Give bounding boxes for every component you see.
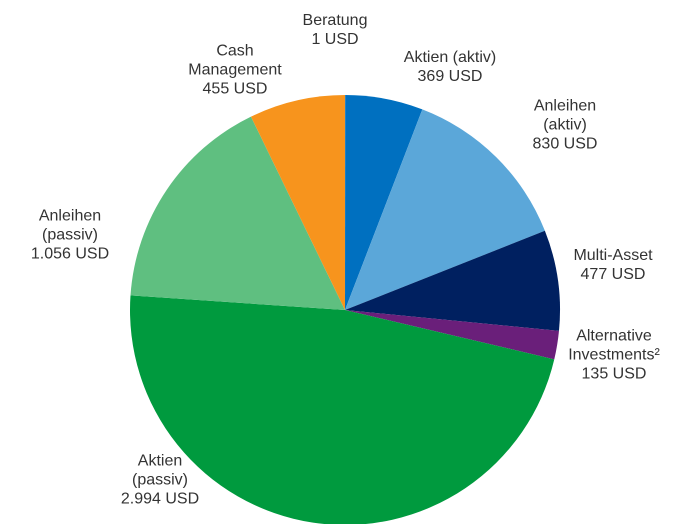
pie-slice [345,310,559,360]
pie-slice [250,95,345,310]
value-label: 830 USD [532,135,598,153]
slice-label: Anleihen (aktiv) 830 USD [520,97,610,154]
value-label: 455 USD [202,80,268,98]
value-label: 1 USD [311,31,359,48]
pie-slice [130,295,555,524]
category-label: Cash Management [188,42,282,79]
category-label: Multi-Asset [573,247,653,264]
category-label: Aktien (aktiv) [403,49,497,66]
slice-label: Beratung 1 USD [290,11,380,49]
slice-label: Multi-Asset 477 USD [553,246,673,284]
slice-label: Aktien (passiv) 2.994 USD [120,452,200,509]
pie-slice [345,95,423,310]
category-label: Anleihen (aktiv) [533,97,597,134]
pie-slice [345,230,560,331]
category-label: Anleihen (passiv) [38,207,102,244]
slice-label: Alternative Investments² 135 USD [559,327,669,384]
category-label: Beratung [302,12,368,29]
value-label: 477 USD [580,266,646,283]
pie-slice [130,116,345,311]
slice-label: Cash Management 455 USD [180,42,290,99]
value-label: 2.994 USD [120,490,200,508]
value-label: 1.056 USD [30,245,110,263]
slice-label: Aktien (aktiv) 369 USD [380,48,520,86]
pie-slice [345,109,545,310]
category-label: Aktien (passiv) [131,452,188,489]
value-label: 135 USD [581,365,647,383]
value-label: 369 USD [417,68,483,85]
category-label: Alternative Investments² [568,327,660,364]
slice-label: Anleihen (passiv) 1.056 USD [25,207,115,264]
